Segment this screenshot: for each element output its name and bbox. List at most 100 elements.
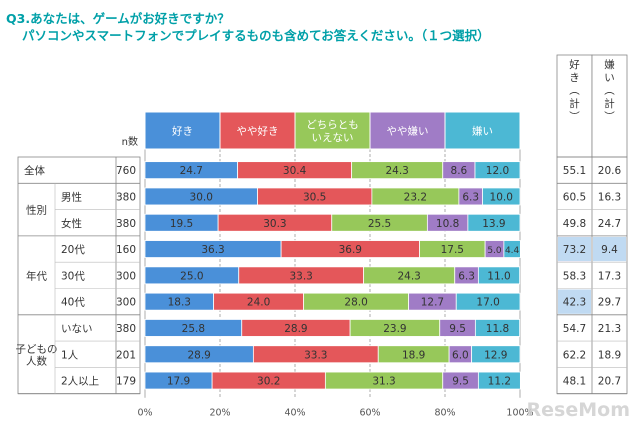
bar-value-label: 9.5 (449, 323, 466, 335)
bar-segment (455, 292, 521, 311)
bar-value-label: 36.3 (201, 244, 224, 256)
bar-value-label: 13.9 (482, 218, 505, 230)
bar-value-label: 18.9 (402, 349, 425, 361)
bar-value-label: 18.3 (168, 297, 191, 309)
highlight-cell (593, 236, 626, 262)
dislike-total: 9.4 (601, 244, 618, 256)
bar-value-label: 25.8 (182, 323, 205, 335)
row-label: 女性 (61, 217, 82, 230)
group-label: 人数 (26, 354, 47, 367)
bar-value-label: 31.3 (372, 376, 395, 388)
like-total: 73.2 (563, 244, 586, 256)
n-header: n数 (122, 135, 138, 148)
x-tick-label: 0% (137, 408, 152, 419)
bar-segment (467, 213, 521, 232)
dislike-total: 17.3 (598, 270, 621, 282)
row-n: 179 (116, 376, 136, 388)
dislike-total: 20.7 (598, 376, 621, 388)
row-n: 300 (116, 297, 136, 309)
bar-value-label: 12.0 (486, 165, 509, 177)
bar-segment (471, 345, 521, 364)
group-label: 全体 (24, 164, 45, 177)
bar-segment (474, 319, 521, 337)
bar-value-label: 28.9 (284, 323, 307, 335)
bar-value-label: 25.0 (180, 270, 203, 282)
legend-box (219, 111, 296, 150)
summary-header-char: 好 (569, 59, 580, 71)
summary-header-box (591, 54, 628, 158)
summary-header-char: 計 (604, 97, 615, 110)
summary-header-char: ） (568, 111, 580, 122)
x-tick-label: 60% (359, 408, 380, 419)
row-n: 380 (116, 191, 136, 203)
legend-label: 好き (172, 126, 193, 138)
bar-value-label: 24.7 (180, 165, 203, 177)
bar-value-label: 9.5 (452, 376, 469, 388)
x-tick-label: 80% (434, 408, 455, 419)
row-label: 男性 (61, 190, 82, 203)
bar-value-label: 12.7 (421, 297, 444, 309)
like-total: 60.5 (563, 191, 586, 203)
row-n: 300 (116, 270, 136, 282)
bar-value-label: 5.0 (487, 246, 502, 256)
highlight-cell (558, 289, 591, 314)
dislike-total: 16.3 (598, 191, 621, 203)
bar-value-label: 11.2 (488, 376, 511, 388)
bar-value-label: 12.9 (484, 349, 507, 361)
bar-value-label: 19.5 (170, 218, 193, 230)
bar-value-label: 11.0 (487, 270, 510, 282)
bar-value-label: 33.3 (304, 349, 327, 361)
like-total: 58.3 (563, 270, 586, 282)
bar-value-label: 28.9 (187, 349, 210, 361)
bar-value-label: 17.9 (167, 376, 190, 388)
bar-value-label: 30.4 (283, 165, 307, 177)
x-tick-label: 20% (209, 408, 230, 419)
row-label: 30代 (61, 270, 85, 282)
legend-label: いえない (312, 132, 354, 144)
summary-header-char: 計 (569, 97, 580, 110)
bar-value-label: 6.3 (462, 191, 479, 203)
x-tick-label: 100% (506, 408, 533, 419)
row-n: 201 (116, 349, 136, 361)
dislike-total: 29.7 (598, 297, 621, 309)
bar-value-label: 23.9 (383, 323, 406, 335)
dislike-total: 20.6 (598, 165, 622, 177)
bar-value-label: 10.8 (436, 218, 459, 230)
row-n: 760 (116, 165, 136, 177)
summary-header-char: き (569, 72, 580, 84)
bar-value-label: 4.4 (505, 246, 520, 256)
bar-value-label: 10.0 (490, 191, 513, 203)
bar-value-label: 30.3 (263, 218, 286, 230)
bar-value-label: 6.0 (452, 349, 469, 361)
bar-value-label: 8.6 (451, 165, 468, 177)
x-tick-label: 40% (284, 408, 305, 419)
watermark-logo: ReseMom (527, 399, 630, 421)
bar-segment (474, 161, 521, 180)
legend-box (144, 111, 221, 150)
row-n: 380 (116, 323, 136, 335)
bar-segment (503, 240, 521, 258)
dislike-total: 18.9 (598, 349, 621, 361)
like-total: 48.1 (563, 376, 586, 388)
row-label: 20代 (61, 244, 85, 256)
bar-value-label: 24.0 (247, 297, 270, 309)
legend-label: どちらとも (306, 119, 359, 131)
highlight-cell (558, 236, 591, 262)
dislike-total: 21.3 (598, 323, 621, 335)
summary-header-box (556, 54, 593, 158)
bar-value-label: 36.9 (339, 244, 362, 256)
legend-box (444, 111, 521, 150)
summary-header-char: 嫌 (604, 58, 615, 71)
group-label: 性別 (26, 204, 47, 217)
bar-value-label: 6.3 (458, 270, 475, 282)
like-total: 49.8 (563, 218, 586, 230)
row-label: いない (61, 323, 93, 335)
group-label: 子どもの (16, 343, 58, 355)
like-total: 62.2 (563, 349, 586, 361)
row-label: 2人以上 (61, 376, 99, 388)
bar-segment (482, 187, 521, 206)
row-label: 40代 (61, 297, 85, 309)
summary-header-char: い (604, 72, 615, 84)
bar-segment (477, 371, 521, 390)
summary-header-char: ） (603, 111, 615, 122)
